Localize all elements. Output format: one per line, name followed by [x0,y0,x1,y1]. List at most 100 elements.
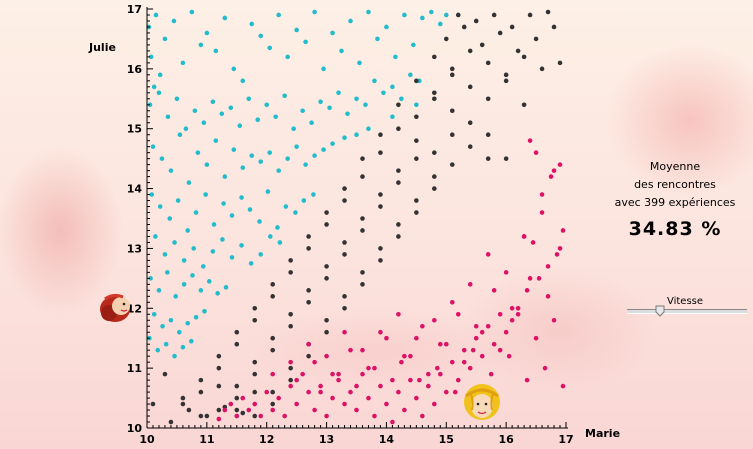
data-point [258,413,264,419]
data-point [348,18,353,24]
data-point [216,365,222,371]
data-point [452,389,458,395]
data-point [288,359,293,365]
data-point [378,383,383,389]
data-point [455,311,461,317]
data-point [234,341,240,347]
data-point [203,192,208,197]
data-point [204,30,210,36]
data-point [216,383,222,389]
data-point [360,270,365,275]
data-point [521,234,527,239]
data-point [181,258,187,263]
data-point [312,359,317,365]
data-point [354,383,359,389]
data-point [527,12,533,18]
data-point [390,84,395,90]
data-point [252,317,258,323]
data-point [249,21,255,27]
data-point [497,347,503,353]
data-point [318,389,323,395]
data-point [366,126,371,132]
data-point [414,210,419,215]
data-point [432,90,437,96]
data-point [342,198,347,203]
data-point [288,258,293,263]
data-point [384,401,389,407]
speed-slider-track[interactable] [627,309,747,314]
data-point [330,30,335,36]
data-point [148,54,154,60]
data-point [378,204,383,209]
data-point [345,111,350,117]
data-point [294,144,299,149]
data-point [324,329,329,335]
data-point [265,189,271,194]
data-point [503,270,509,275]
data-point [348,389,353,395]
data-point [252,413,258,419]
data-point [432,401,437,407]
data-point [432,150,437,155]
data-point [288,365,293,371]
y-tick-label: 14 [127,183,143,196]
data-point [239,243,244,248]
data-point [411,42,416,48]
y-tick-label: 11 [127,362,142,375]
data-point [449,66,455,72]
data-point [372,78,377,84]
x-tick-label: 10 [139,433,155,446]
data-point [545,294,551,299]
data-point [294,377,299,383]
data-point [222,407,228,413]
speed-slider[interactable] [627,305,747,319]
data-point [276,12,281,18]
data-point [324,413,329,419]
data-point [204,162,210,167]
data-point [258,252,264,257]
data-point [172,240,177,245]
data-point [378,132,383,137]
data-point [527,138,533,143]
x-tick-label: 13 [319,433,334,446]
data-point [560,383,566,389]
x-tick-label: 15 [439,433,454,446]
data-point [473,335,479,341]
speed-slider-thumb[interactable] [655,305,665,317]
data-point [503,156,509,161]
data-point [268,234,273,239]
data-point [372,413,377,419]
data-point [530,240,536,245]
julie-face-icon [100,294,130,323]
data-point [162,36,168,42]
data-point [461,359,467,365]
data-point [215,291,220,296]
data-point [270,347,276,353]
data-point [330,141,335,146]
data-point [491,288,497,293]
data-point [193,210,199,215]
data-point [396,311,401,317]
data-point [282,93,287,99]
data-point [429,9,434,15]
data-point [432,174,437,179]
y-tick-label: 16 [127,63,143,76]
data-point [324,353,329,359]
data-point [198,377,204,383]
data-point [229,213,235,218]
data-point [303,39,308,45]
data-point [312,153,317,158]
data-point [524,377,530,383]
data-point [467,48,473,54]
data-point [402,353,407,359]
data-point [521,102,527,108]
data-point [396,168,401,173]
data-point [306,389,311,395]
data-point [270,282,276,287]
data-point [503,329,509,335]
data-point [515,311,521,317]
data-point [342,329,347,335]
data-point [198,389,204,395]
data-point [503,78,509,84]
data-point [372,365,377,371]
